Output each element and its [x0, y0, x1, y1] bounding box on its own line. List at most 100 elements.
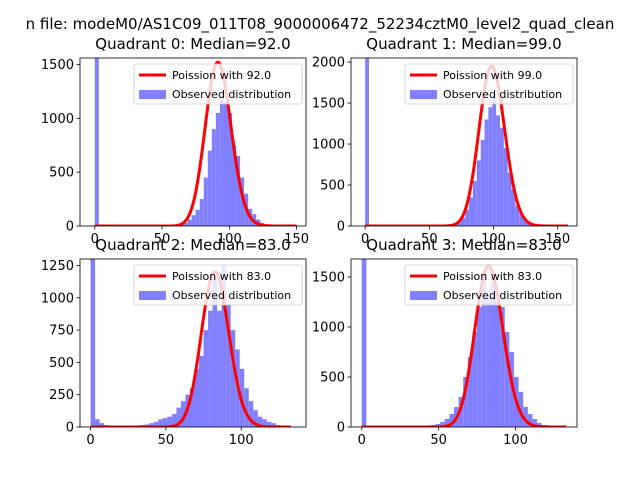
histogram-bar: [481, 272, 487, 427]
histogram-bar: [153, 421, 159, 427]
histogram-bar: [504, 332, 510, 427]
y-tick-label: 0: [337, 421, 345, 436]
y-tick-label: 250: [49, 388, 74, 403]
axes-frame: [350, 57, 578, 227]
histogram-bar: [211, 129, 216, 226]
x-tick-label: 50: [421, 232, 438, 247]
histogram-bar: [189, 388, 195, 427]
histogram-bar: [484, 119, 489, 226]
subplot-title: Quadrant 0: Median=92.0: [95, 35, 290, 53]
histogram-bar: [176, 407, 181, 427]
legend-poisson-label: Poission with 83.0: [443, 270, 542, 283]
x-tick-label: 150: [284, 232, 309, 247]
histogram-bar: [463, 377, 468, 427]
x-tick-label: 50: [430, 433, 447, 448]
y-tick-label: 1000: [312, 138, 345, 153]
x-tick-label: 100: [217, 232, 242, 247]
histogram-bar: [500, 307, 505, 427]
histogram-bar: [226, 304, 231, 427]
figure-suptitle: n file: modeM0/AS1C09_011T08_9000006472_…: [26, 15, 615, 34]
x-tick-label: 0: [358, 433, 366, 448]
histogram-bar: [191, 215, 196, 226]
histogram-bar: [527, 414, 533, 427]
histogram-bar: [509, 352, 514, 427]
subplot-title: Quadrant 2: Median=83.0: [95, 236, 290, 254]
histogram-bar: [253, 410, 258, 427]
histogram-bar: [507, 172, 512, 226]
x-tick-label: 100: [503, 433, 528, 448]
histogram-bar: [212, 278, 218, 427]
histogram-bar: [492, 94, 497, 226]
y-tick-label: 0: [66, 421, 74, 436]
histogram-bar: [496, 115, 500, 226]
x-tick-label: 100: [229, 433, 254, 448]
histogram-bar: [94, 58, 99, 226]
legend-observed-swatch: [410, 90, 437, 99]
histogram-bar: [199, 199, 204, 226]
poisson-curve: [94, 60, 297, 226]
histogram-bar: [227, 112, 233, 226]
histogram-bar: [365, 58, 369, 226]
histogram-bar: [477, 307, 482, 427]
legend-poisson-label: Poission with 83.0: [172, 270, 271, 283]
histogram-bar: [499, 127, 504, 226]
histogram-bar: [472, 332, 478, 427]
histogram-bar: [461, 217, 466, 226]
legend: Poission with 83.0 Observed distribution: [404, 264, 574, 306]
y-tick-label: 1250: [41, 259, 74, 274]
histogram-bar: [257, 416, 263, 427]
legend-box: [404, 264, 574, 306]
legend-observed-label: Observed distribution: [443, 88, 562, 101]
histogram-bar: [149, 423, 154, 427]
poisson-curve: [90, 270, 291, 427]
x-tick-label: 50: [154, 232, 171, 247]
histogram: [365, 58, 539, 226]
histogram-bar: [167, 416, 172, 427]
histogram-bar: [219, 91, 224, 226]
histogram-bar: [248, 401, 254, 427]
histogram-bar: [203, 330, 209, 427]
legend-observed-label: Observed distribution: [172, 289, 291, 302]
legend: Poission with 83.0 Observed distribution: [133, 264, 303, 306]
axes-frame: [79, 57, 307, 227]
histogram-bar: [495, 302, 501, 427]
histogram-bar: [208, 310, 213, 427]
histogram-bar: [180, 401, 186, 427]
histogram-bar: [199, 355, 204, 427]
histogram-bar: [476, 160, 481, 226]
histogram-bar: [183, 222, 188, 226]
legend-observed-swatch: [410, 291, 437, 300]
histogram-bar: [244, 388, 249, 427]
histogram-bar: [232, 145, 237, 226]
histogram-bar: [465, 209, 470, 226]
histogram-bar: [171, 414, 177, 427]
histogram-bar: [236, 156, 241, 226]
legend-observed-label: Observed distribution: [172, 88, 291, 101]
x-tick-label: 0: [361, 232, 369, 247]
histogram-bar: [440, 422, 445, 427]
legend-box: [133, 63, 303, 105]
y-tick-label: 500: [49, 166, 74, 181]
histogram-bar: [458, 397, 464, 427]
x-tick-label: 0: [86, 433, 94, 448]
y-tick-label: 1500: [312, 271, 345, 286]
histogram-bar: [203, 177, 208, 226]
histogram-bar: [449, 414, 455, 427]
histogram-bar: [523, 407, 528, 427]
x-tick-label: 100: [481, 232, 506, 247]
histogram-bar: [217, 310, 222, 427]
histogram-bar: [361, 259, 367, 427]
histogram-bar: [99, 423, 105, 427]
histogram-bar: [488, 107, 493, 226]
subplot-title: Quadrant 1: Median=99.0: [366, 35, 561, 53]
y-tick-label: 1000: [41, 112, 74, 127]
histogram-bar: [503, 148, 508, 226]
histogram-bar: [266, 421, 272, 427]
poisson-curve: [364, 64, 569, 226]
y-tick-label: 500: [320, 371, 345, 386]
